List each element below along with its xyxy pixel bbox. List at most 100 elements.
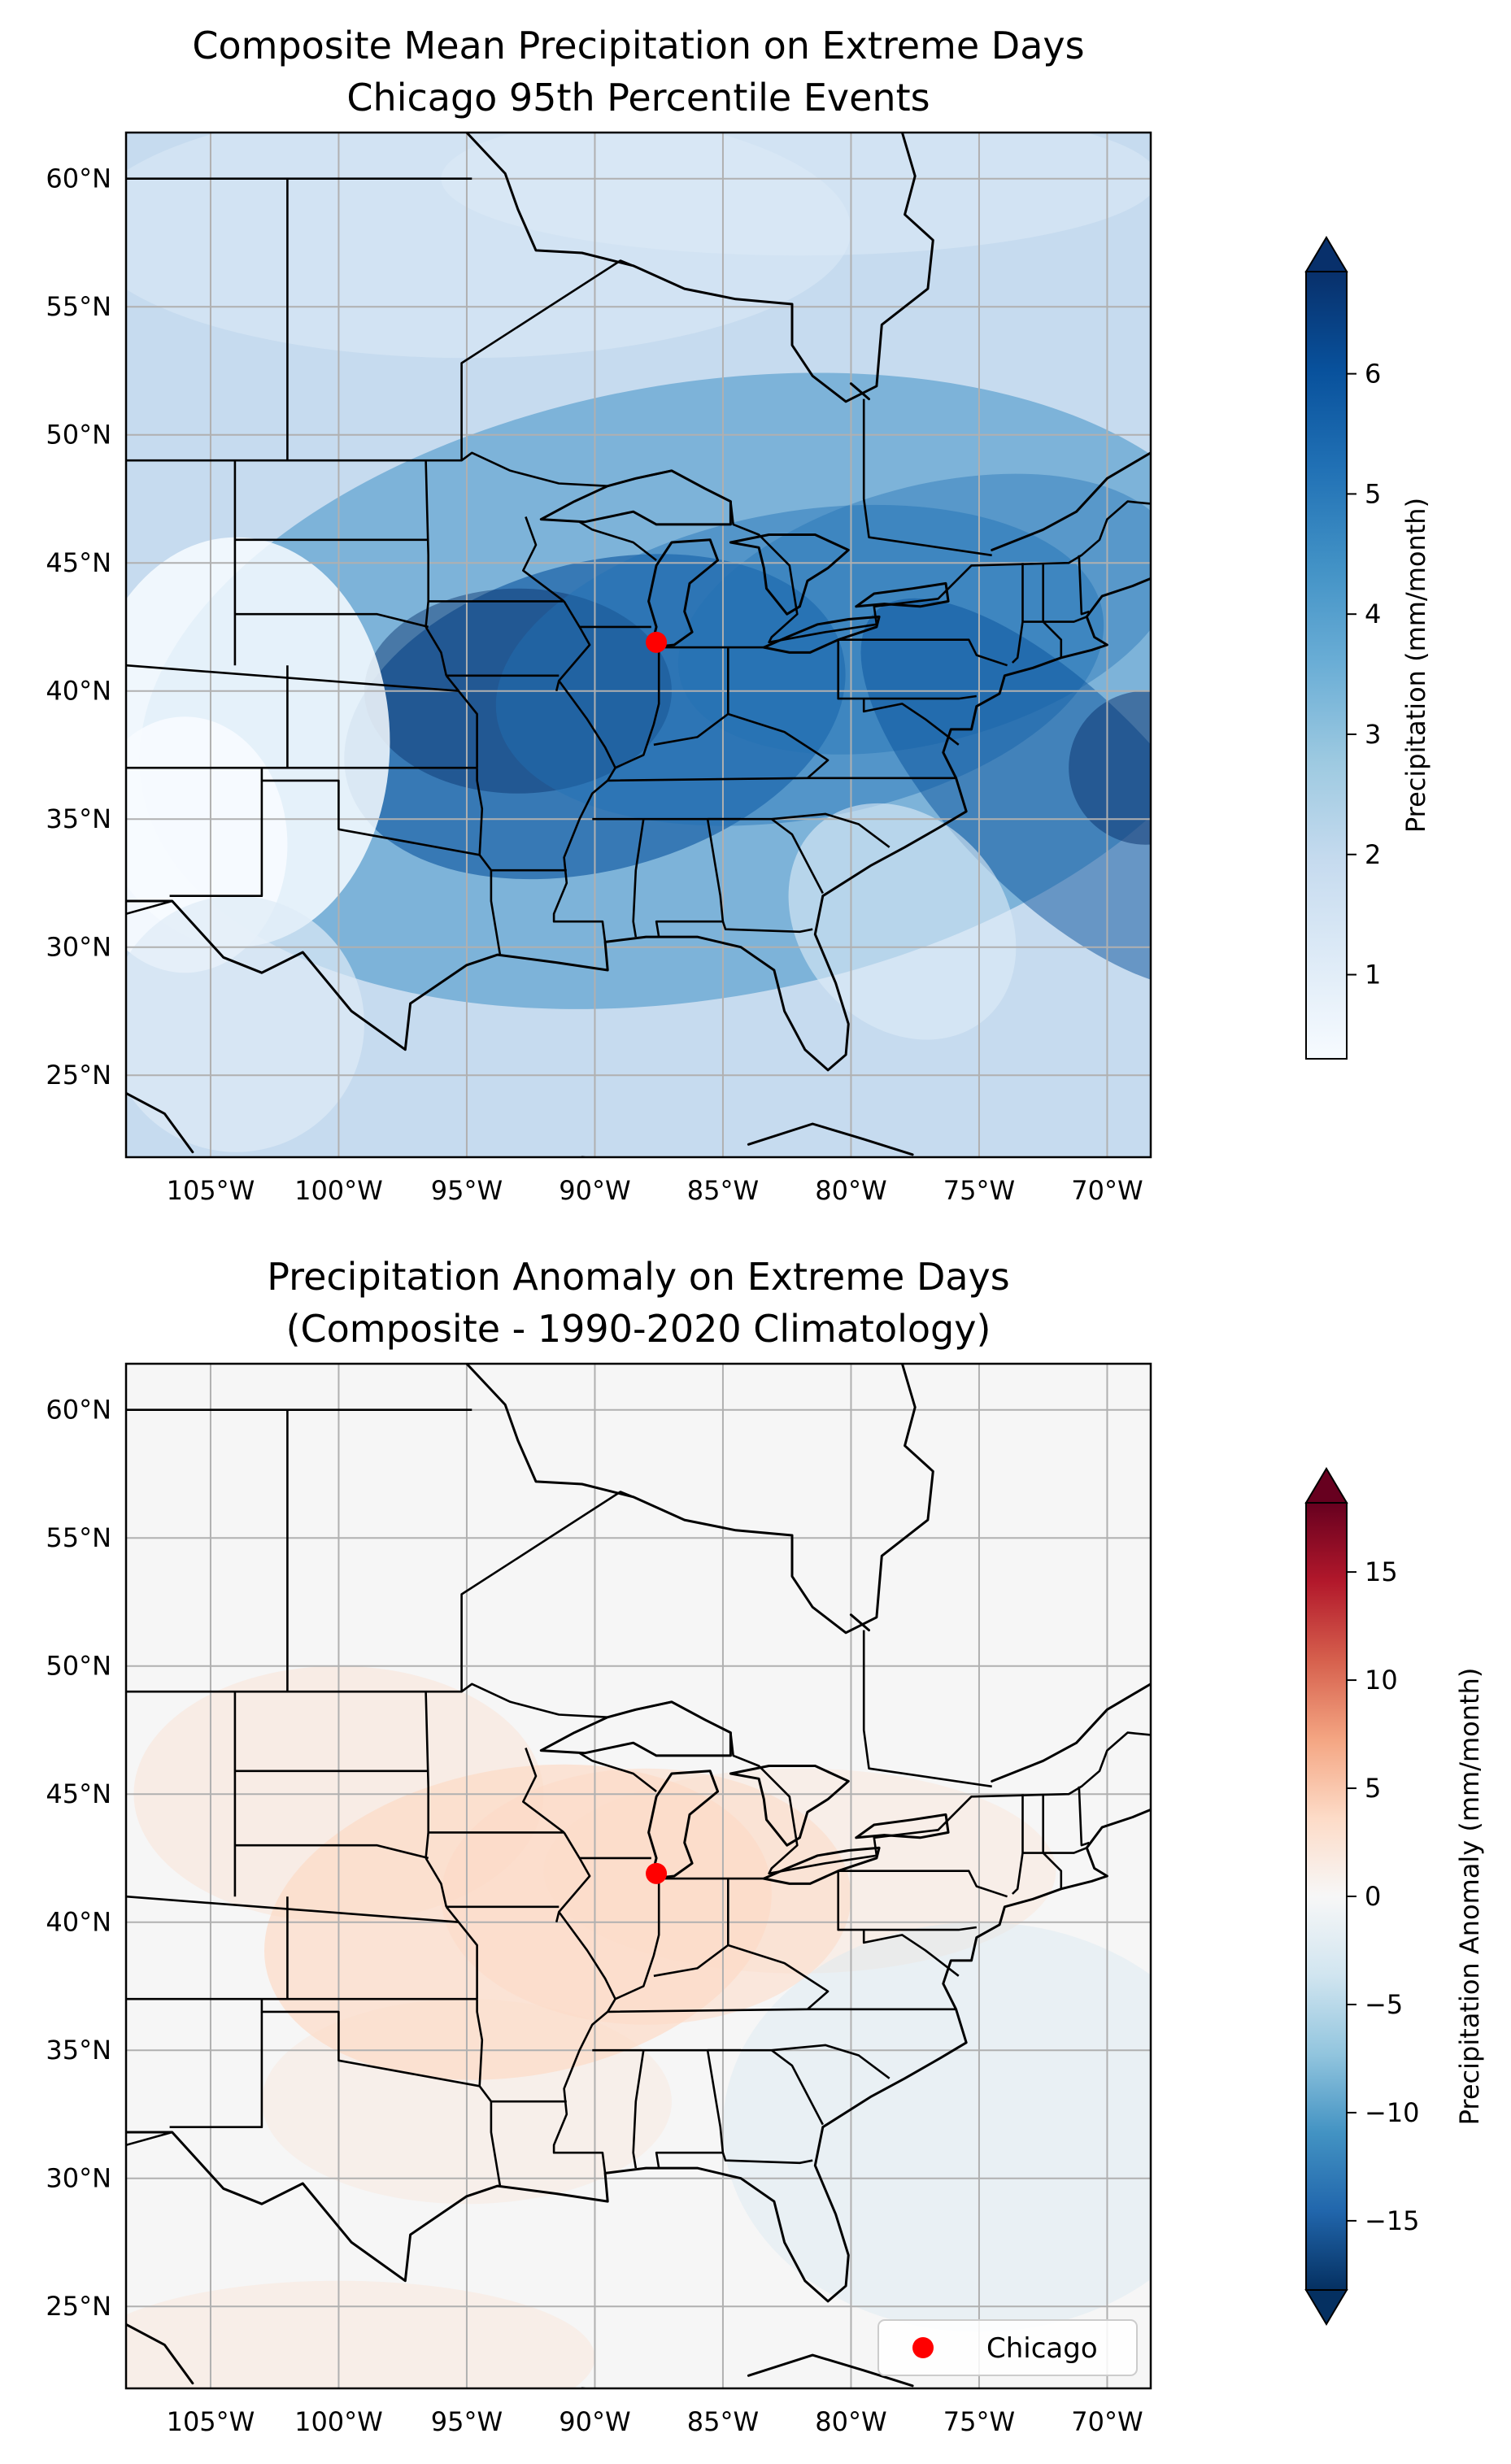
y-tick-label: 25°N [46,1060,111,1091]
state-border [555,1831,591,1923]
state-border [837,639,977,700]
state-border [862,699,960,746]
state-border [521,516,565,603]
coastline [991,451,1151,551]
panel2-y-ticks: 60°N 55°N 50°N 45°N 40°N 35°N 30°N 25°N [46,1395,111,2323]
panel-anomaly: Precipitation Anomaly on Extreme Days (C… [46,1255,1485,2437]
great-lake-outline [762,615,881,654]
state-border [862,1630,992,1788]
state-border [727,712,830,779]
state-border [1042,1852,1063,1889]
x-tick-label: 75°W [943,1175,1015,1206]
colorbar-tick-label: 2 [1365,839,1381,870]
panel2-map-frame [124,1362,1152,2390]
state-border [555,600,591,692]
state-border [1078,555,1090,616]
state-border [771,818,824,895]
panel2-geography [126,1364,1151,2388]
great-lake-outline [647,1770,720,1880]
panel2-colorbar: 15 10 5 0 −5 −10 −15 Precipitation Anomaly (mm… [1304,1467,1485,2326]
state-border [126,2131,407,2282]
panel1-colorbar-ticks: 1 2 3 4 5 6 [1347,359,1381,990]
x-tick-label: 70°W [1071,2406,1143,2437]
y-tick-label: 25°N [46,2291,111,2322]
x-tick-label: 85°W [687,1175,759,1206]
panel2-colorbar-extend-max [1304,1467,1348,1504]
x-tick-label: 95°W [431,2406,503,2437]
x-tick-label: 90°W [559,2406,630,2437]
legend-box [877,2319,1138,2376]
state-border [552,680,616,943]
state-border [615,647,660,769]
state-border [1011,563,1024,664]
state-border [425,460,430,628]
x-tick-label: 100°W [294,2406,383,2437]
panel1-x-ticks: 105°W 100°W 95°W 90°W 85°W 80°W 75°W 70°W [167,1175,1143,1206]
coastline [126,2323,194,2385]
state-border [169,2011,263,2128]
field-shade [441,133,1151,256]
panel1-colorbar-body [1305,271,1348,1060]
state-border [607,2008,956,2013]
coastline [849,1613,870,1632]
coastline [465,133,934,403]
field-shade [126,895,364,1152]
field-shade [723,1922,1151,2332]
state-border [552,1911,616,2174]
state-border [862,1930,960,1977]
state-border [578,520,657,562]
x-tick-label: 70°W [1071,1175,1143,1206]
colorbar-tick-label: −10 [1365,2097,1420,2128]
coastline [465,1364,934,1635]
state-border [578,1752,657,1793]
state-border [260,1999,502,2187]
x-tick-label: 80°W [815,1175,886,1206]
x-tick-label: 95°W [431,1175,503,1206]
x-tick-label: 105°W [167,1175,255,1206]
colorbar-tick-label: 10 [1365,1665,1398,1696]
panel2-map-area [126,1364,1151,2388]
legend-chicago-label: Chicago [986,2332,1098,2365]
state-border [1022,1847,1087,1854]
state-border [771,2049,824,2126]
state-border [425,1691,430,1859]
state-border [1022,616,1087,623]
colorbar-tick-label: 15 [1365,1556,1398,1587]
state-border [838,638,1008,667]
state-border [862,398,992,557]
legend-chicago-marker [912,2337,934,2358]
state-border [425,626,448,677]
state-border [126,1683,1151,1875]
coastline [581,1156,593,1157]
panel2-legend: Chicago [877,2319,1138,2376]
y-tick-label: 60°N [46,1395,111,1426]
panel2-title-line1: Precipitation Anomaly on Extreme Days [267,1255,1010,1299]
panel1-colorbar-extend-max [1304,236,1348,272]
state-border [425,1857,448,1908]
panel2-title-line2: (Composite - 1990-2020 Climatology) [286,1307,991,1351]
state-border [126,899,407,1051]
great-lake-outline [762,1846,881,1885]
panel2-gridlines [126,1364,1151,2388]
panel1-colorbar-label: Precipitation (mm/month) [1400,498,1431,833]
coastline [747,2353,914,2388]
state-border [445,674,478,768]
state-border [476,1999,484,2087]
state-border [632,819,645,938]
colorbar-tick-label: 5 [1365,1773,1381,1804]
coastline [126,577,1151,1072]
colorbar-tick-label: 3 [1365,719,1381,750]
y-tick-label: 55°N [46,1522,111,1553]
state-border [653,1878,729,1978]
colorbar-tick-label: −15 [1365,2205,1420,2236]
panel1-geography [126,133,1151,1157]
state-border [126,451,1151,644]
colorbar-tick-label: 4 [1365,599,1381,629]
colorbar-tick-label: 1 [1365,960,1381,990]
state-border [615,1878,660,2000]
panel2-colorbar-extend-min [1304,2289,1348,2326]
y-tick-label: 35°N [46,2035,111,2066]
state-border [126,1895,459,1923]
panel1-title-line1: Composite Mean Precipitation on Extreme … [192,24,1084,67]
